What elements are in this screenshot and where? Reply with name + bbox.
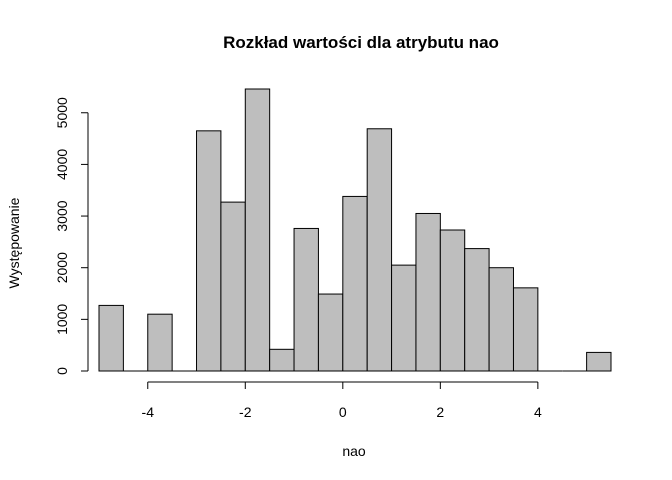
y-axis: 0 1000 2000 3000 4000 5000 xyxy=(54,97,89,375)
x-tick-label: 2 xyxy=(436,404,444,420)
histogram-bar xyxy=(269,348,295,372)
histogram-bar xyxy=(98,304,124,372)
histogram-bar xyxy=(293,227,319,372)
histogram-bar xyxy=(220,201,246,372)
x-tick-label: -4 xyxy=(142,404,155,420)
y-tick-label: 5000 xyxy=(54,97,70,128)
histogram-bar xyxy=(464,248,490,372)
y-tick-label: 4000 xyxy=(54,149,70,180)
y-tick-label: 2000 xyxy=(54,252,70,283)
x-tick-label: 0 xyxy=(339,404,347,420)
histogram-bar xyxy=(391,264,417,372)
histogram-bar xyxy=(147,313,173,372)
x-tick-label: 4 xyxy=(534,404,542,420)
y-tick-label: 1000 xyxy=(54,304,70,335)
x-axis: -4 -2 0 2 4 xyxy=(142,381,542,420)
histogram-bar xyxy=(366,128,393,372)
histogram-bar xyxy=(244,88,271,372)
histogram-bar xyxy=(488,267,514,372)
y-axis-label: Występowanie xyxy=(6,197,22,288)
x-axis-label: nao xyxy=(342,443,366,459)
histogram-bar xyxy=(439,229,466,372)
histogram-bar xyxy=(415,212,441,372)
histogram-bar xyxy=(586,351,612,372)
histogram-bar xyxy=(317,293,344,372)
histogram-bar xyxy=(342,195,368,372)
chart-title: Rozkład wartości dla atrybutu nao xyxy=(223,33,499,52)
x-tick-label: -2 xyxy=(239,404,252,420)
histogram-bar xyxy=(512,287,539,372)
y-tick-label: 0 xyxy=(54,367,70,375)
histogram-bar xyxy=(196,130,222,372)
bars-group xyxy=(98,88,612,372)
y-tick-label: 3000 xyxy=(54,200,70,231)
